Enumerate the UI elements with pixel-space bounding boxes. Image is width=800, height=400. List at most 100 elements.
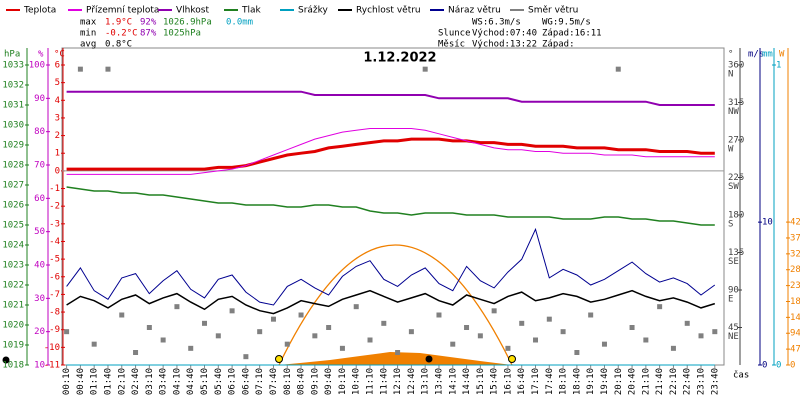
direction-point [698, 333, 704, 339]
direction-point [270, 316, 276, 322]
direction-point [91, 341, 97, 347]
y-tick-label: 90 [728, 286, 739, 296]
direction-label: E [728, 295, 733, 305]
y-tick-label: 135 [728, 248, 744, 258]
y-tick-label: 1019 [2, 341, 24, 351]
x-tick-label: 10:40 [352, 368, 362, 395]
x-tick-label: 16:40 [517, 368, 527, 395]
direction-point [643, 337, 649, 343]
y-tick-label: 1022 [2, 281, 24, 291]
x-tick-label: 01:40 [103, 368, 113, 395]
x-tick-label: 20:10 [614, 368, 624, 395]
y-tick-label: 1027 [2, 181, 24, 191]
y-tick-label: 360 [728, 61, 744, 71]
y-tick-label: -8 [49, 308, 60, 318]
sun-info: Západ:16:11 [542, 29, 602, 39]
x-tick-label: 17:40 [545, 368, 555, 395]
y-tick-label: 50 [34, 227, 45, 237]
x-tick-label: 21:10 [641, 368, 651, 395]
x-tick-label: 12:10 [393, 368, 403, 395]
direction-point [574, 350, 580, 355]
y-tick-label: 20 [34, 327, 45, 337]
direction-point [712, 329, 718, 335]
x-tick-label: 03:40 [159, 368, 169, 395]
chart-title: 1.12.2022 [363, 51, 436, 66]
direction-point [408, 329, 414, 335]
y-tick-label: 5 [55, 78, 60, 88]
direction-point [615, 66, 621, 72]
direction-point [133, 350, 139, 355]
y-tick-label: 329 [790, 249, 800, 259]
moon-info: Měsíc [438, 40, 465, 50]
x-tick-label: 14:40 [462, 368, 472, 395]
y-tick-label: 1026 [2, 201, 24, 211]
direction-point [395, 350, 401, 355]
y-tick-label: 235 [790, 281, 800, 291]
direction-point [105, 66, 111, 72]
y-tick-label: 94 [790, 329, 800, 339]
x-tick-label: 13:10 [421, 368, 431, 395]
legend-label: Srážky [298, 6, 329, 16]
direction-point [339, 345, 345, 351]
sun-info: Slunce [438, 29, 471, 39]
direction-point [243, 354, 249, 360]
y-tick-label: -2 [49, 202, 60, 212]
direction-point [464, 325, 470, 330]
x-tick-label: 20:40 [628, 368, 638, 395]
y-tick-label: 30 [34, 294, 45, 304]
y-tick-label: 225 [728, 173, 744, 183]
radiation-area [279, 352, 512, 365]
direction-point [146, 325, 152, 330]
sunset-marker [508, 355, 516, 363]
y-tick-label: 60 [34, 194, 45, 204]
legend-label: Přízemní teplota [86, 6, 159, 16]
y-tick-label: 1020 [2, 321, 24, 331]
stat: 0.0mm [226, 18, 253, 28]
x-tick-label: 06:40 [241, 368, 251, 395]
y-tick-label: -1 [49, 184, 60, 194]
direction-point [298, 312, 304, 318]
stat: min [80, 29, 96, 39]
direction-point [353, 304, 359, 310]
stat: 1026.9hPa [163, 18, 212, 28]
stat: -0.2°C [105, 29, 138, 39]
sun-info: Východ:07:40 [472, 29, 537, 39]
x-tick-label: 08:40 [297, 368, 307, 395]
direction-point [601, 341, 607, 347]
stat: 1.9°C [105, 18, 132, 28]
x-tick-label: 11:40 [379, 368, 389, 395]
series-line [66, 186, 715, 226]
x-tick-label: 22:40 [683, 368, 693, 395]
legend-label: Teplota [23, 6, 56, 16]
x-tick-label: 22:10 [669, 368, 679, 395]
axis-unit: °C [54, 50, 65, 60]
direction-point [215, 333, 221, 339]
legend-label: Tlak [241, 6, 262, 16]
x-tick-label: 10:10 [338, 368, 348, 395]
sunrise-marker [275, 355, 283, 363]
y-tick-label: -9 [49, 325, 60, 335]
x-tick-label: 11:10 [366, 368, 376, 395]
y-tick-label: 1023 [2, 261, 24, 271]
direction-point [381, 320, 387, 326]
axis-unit: mm [762, 50, 773, 60]
y-tick-label: 0 [776, 361, 781, 371]
y-tick-label: -6 [49, 272, 60, 282]
legend-label: Směr větru [528, 6, 578, 16]
y-tick-label: 40 [34, 261, 45, 271]
x-tick-label: 16:10 [503, 368, 513, 395]
direction-point [450, 341, 456, 347]
direction-label: S [728, 220, 733, 230]
y-tick-label: 80 [34, 127, 45, 137]
axis-unit: W [779, 50, 785, 60]
direction-point [588, 312, 594, 318]
x-tick-label: 23:10 [697, 368, 707, 395]
x-tick-label: 03:10 [145, 368, 155, 395]
stat: 1025hPa [163, 29, 201, 39]
axis-unit: hPa [4, 50, 20, 60]
x-tick-label: 12:40 [407, 368, 417, 395]
x-tick-label: 18:10 [559, 368, 569, 395]
stat: 92% [140, 18, 157, 28]
